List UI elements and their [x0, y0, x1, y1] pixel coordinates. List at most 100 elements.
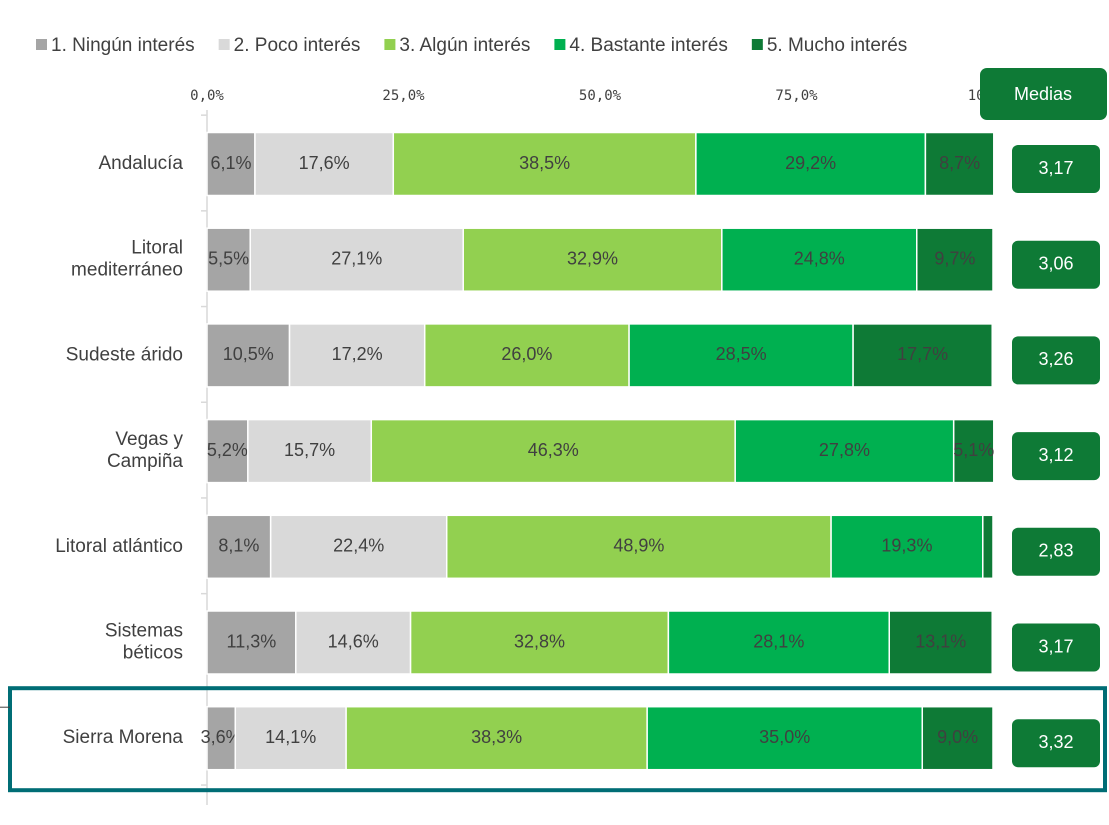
- bar-segment: [952, 418, 995, 484]
- value-label: 28,5%: [716, 344, 767, 364]
- mean-label: 3,32: [1038, 732, 1073, 752]
- value-label: 11,3%: [227, 631, 277, 651]
- category-label: Vegas y Campiña: [107, 429, 184, 472]
- category-label: Sistemas béticos: [105, 621, 183, 664]
- value-label: 35,0%: [759, 727, 810, 747]
- x-tick-label: 75,0%: [775, 88, 818, 104]
- category-label: Sierra Morena: [63, 727, 184, 748]
- value-label: 38,5%: [519, 153, 570, 173]
- x-tick-label: 50,0%: [579, 88, 622, 104]
- value-label: 32,9%: [567, 248, 618, 268]
- value-label: 5,1%: [953, 440, 994, 460]
- means-header: Medias: [1014, 84, 1072, 104]
- mean-box: [1012, 623, 1100, 672]
- mean-box: [1012, 527, 1100, 576]
- bar-segment: [254, 131, 395, 197]
- value-label: 9,7%: [934, 248, 975, 268]
- bar-segment: [423, 323, 630, 388]
- bar-segment: [628, 323, 854, 388]
- mean-label: 3,26: [1038, 349, 1073, 369]
- bar-segment: [234, 705, 347, 771]
- bar-segment: [206, 610, 297, 675]
- mean-label: 2,83: [1038, 541, 1073, 561]
- bar-segment: [982, 514, 994, 580]
- mean-label: 3,12: [1038, 445, 1073, 465]
- legend-label: 2. Poco interés: [234, 35, 361, 56]
- mean-label: 3,17: [1038, 158, 1073, 178]
- bar-segment: [409, 610, 670, 675]
- bar-segment: [249, 227, 464, 292]
- value-label: 29,2%: [785, 153, 836, 173]
- value-label: 5,5%: [208, 248, 249, 268]
- legend-label: 1. Ningún interés: [51, 35, 195, 56]
- bar-segment: [206, 514, 272, 580]
- value-label: 5,2%: [207, 440, 248, 460]
- value-label: 17,2%: [332, 344, 383, 364]
- bar-segment: [247, 418, 373, 484]
- x-tick-label: 0,0%: [190, 88, 224, 104]
- legend-swatch: [751, 39, 763, 50]
- value-label: 28,1%: [753, 631, 804, 651]
- value-label: 26,0%: [501, 344, 552, 364]
- bar-segment: [734, 418, 955, 484]
- bar-segment: [852, 323, 993, 388]
- value-label: 13,1%: [915, 631, 966, 651]
- means-header-box: [980, 68, 1107, 120]
- value-label: 14,6%: [328, 631, 379, 651]
- bar-segment: [445, 514, 832, 580]
- bar-segment: [370, 418, 736, 484]
- mean-box: [1012, 145, 1100, 193]
- value-label: 46,3%: [528, 440, 579, 460]
- mean-box: [1012, 336, 1100, 385]
- bar-segment: [345, 705, 648, 771]
- mean-box: [1012, 240, 1100, 289]
- value-label: 17,7%: [897, 344, 948, 364]
- bar-segment: [206, 131, 256, 197]
- legend-label: 3. Algún interés: [399, 35, 530, 56]
- category-label: Sudeste árido: [66, 344, 183, 365]
- bar-segment: [206, 323, 291, 388]
- category-label: Litoral atlántico: [55, 536, 183, 557]
- value-label: 27,1%: [331, 248, 382, 268]
- bar-segment: [888, 610, 993, 675]
- category-label: Litoral mediterráneo: [71, 238, 183, 281]
- legend-label: 4. Bastante interés: [569, 35, 727, 56]
- value-label: 48,9%: [613, 536, 664, 556]
- value-label: 15,7%: [284, 440, 335, 460]
- value-label: 10,5%: [223, 344, 274, 364]
- mean-box: [1012, 719, 1100, 768]
- value-label: 19,3%: [881, 536, 932, 556]
- bar-segment: [206, 705, 237, 771]
- bar-segment: [921, 705, 994, 771]
- value-label: 17,6%: [299, 153, 350, 173]
- bar-segment: [206, 227, 251, 292]
- value-label: 3,6%: [201, 727, 242, 747]
- value-label: 8,7%: [939, 153, 980, 173]
- legend-swatch: [218, 39, 230, 50]
- value-label: 24,8%: [794, 248, 845, 268]
- value-label: 38,3%: [471, 727, 522, 747]
- bar-segment: [830, 514, 984, 580]
- bar-segment: [295, 610, 412, 675]
- bar-segment: [462, 227, 723, 292]
- bar-segment: [924, 131, 995, 197]
- bar-segment: [667, 610, 890, 675]
- value-label: 27,8%: [819, 440, 870, 460]
- value-label: 6,1%: [210, 153, 251, 173]
- category-label: Andalucía: [98, 153, 183, 174]
- value-label: 32,8%: [514, 631, 565, 651]
- legend-swatch: [36, 39, 47, 50]
- mean-label: 3,06: [1038, 253, 1073, 273]
- value-label: 22,4%: [333, 536, 384, 556]
- legend-swatch: [384, 39, 396, 50]
- value-label: 14,1%: [265, 727, 316, 747]
- mean-box: [1012, 432, 1100, 481]
- bar-segment: [916, 227, 994, 292]
- x-tick-label: 25,0%: [382, 88, 425, 104]
- legend-swatch: [554, 39, 566, 50]
- value-label: 8,1%: [218, 536, 259, 556]
- bar-segment: [695, 131, 927, 197]
- value-label: 9,0%: [937, 727, 978, 747]
